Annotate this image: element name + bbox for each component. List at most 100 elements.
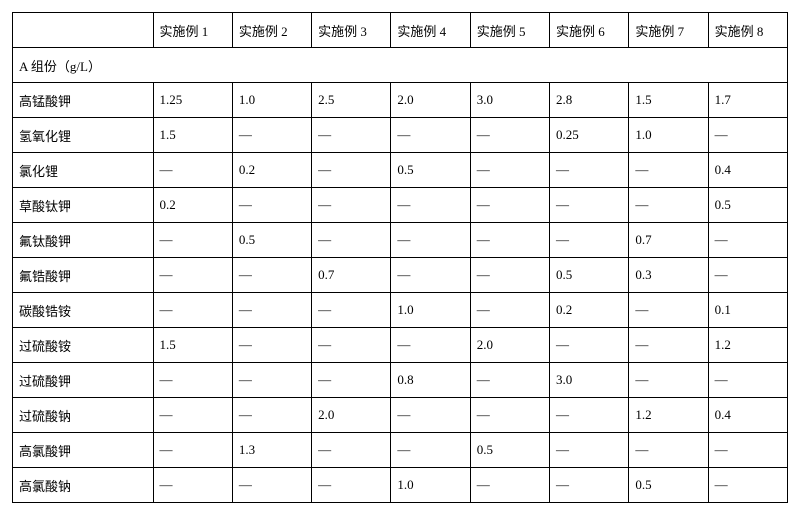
data-cell: — <box>470 153 549 188</box>
row-label: 过硫酸铵 <box>13 328 154 363</box>
header-cell: 实施例 4 <box>391 13 470 48</box>
data-cell: 1.0 <box>391 293 470 328</box>
data-cell: — <box>629 293 708 328</box>
data-cell: 0.7 <box>629 223 708 258</box>
data-cell: 0.5 <box>470 433 549 468</box>
header-cell: 实施例 1 <box>153 13 232 48</box>
data-cell: 1.7 <box>708 83 787 118</box>
data-cell: — <box>232 468 311 503</box>
data-cell: 0.2 <box>232 153 311 188</box>
data-cell: — <box>153 223 232 258</box>
data-cell: — <box>708 118 787 153</box>
data-cell: — <box>153 363 232 398</box>
data-cell: — <box>232 363 311 398</box>
row-label: 高氯酸钾 <box>13 433 154 468</box>
data-cell: — <box>470 468 549 503</box>
data-cell: 1.3 <box>232 433 311 468</box>
data-cell: — <box>629 433 708 468</box>
data-cell: — <box>232 398 311 433</box>
data-cell: 0.8 <box>391 363 470 398</box>
data-cell: — <box>391 223 470 258</box>
data-cell: 2.8 <box>550 83 629 118</box>
data-cell: 1.0 <box>232 83 311 118</box>
data-cell: 2.5 <box>312 83 391 118</box>
header-cell: 实施例 2 <box>232 13 311 48</box>
data-cell: 0.2 <box>550 293 629 328</box>
data-cell: — <box>232 258 311 293</box>
data-cell: 1.5 <box>153 328 232 363</box>
data-cell: 1.2 <box>708 328 787 363</box>
data-cell: — <box>312 153 391 188</box>
row-label: 过硫酸钾 <box>13 363 154 398</box>
header-cell: 实施例 5 <box>470 13 549 48</box>
row-label: 高锰酸钾 <box>13 83 154 118</box>
row-label: 氯化锂 <box>13 153 154 188</box>
data-cell: — <box>312 223 391 258</box>
data-cell: — <box>629 188 708 223</box>
data-cell: 0.5 <box>232 223 311 258</box>
data-cell: 0.5 <box>391 153 470 188</box>
data-cell: — <box>550 433 629 468</box>
composition-table: 实施例 1 实施例 2 实施例 3 实施例 4 实施例 5 实施例 6 实施例 … <box>12 12 788 503</box>
data-cell: — <box>312 118 391 153</box>
data-cell: — <box>232 118 311 153</box>
table-row: 草酸钛钾0.2——————0.5 <box>13 188 788 223</box>
table-row: 高氯酸钾—1.3——0.5——— <box>13 433 788 468</box>
data-cell: 0.3 <box>629 258 708 293</box>
data-cell: — <box>550 328 629 363</box>
data-cell: — <box>232 328 311 363</box>
data-cell: — <box>391 258 470 293</box>
section-row: A 组份（g/L） <box>13 48 788 83</box>
table-row: 过硫酸钠——2.0———1.20.4 <box>13 398 788 433</box>
table-row: 氟钛酸钾—0.5————0.7— <box>13 223 788 258</box>
data-cell: 0.1 <box>708 293 787 328</box>
data-cell: 1.2 <box>629 398 708 433</box>
data-cell: 0.2 <box>153 188 232 223</box>
data-cell: — <box>312 363 391 398</box>
data-cell: 3.0 <box>470 83 549 118</box>
data-cell: — <box>708 468 787 503</box>
header-cell-blank <box>13 13 154 48</box>
data-cell: — <box>153 293 232 328</box>
data-cell: 1.25 <box>153 83 232 118</box>
table-row: 过硫酸钾———0.8—3.0—— <box>13 363 788 398</box>
data-cell: 2.0 <box>391 83 470 118</box>
data-cell: — <box>391 118 470 153</box>
data-cell: — <box>708 223 787 258</box>
data-cell: — <box>550 153 629 188</box>
data-cell: — <box>391 188 470 223</box>
data-cell: — <box>470 363 549 398</box>
data-cell: — <box>629 153 708 188</box>
data-cell: — <box>550 188 629 223</box>
data-cell: 0.25 <box>550 118 629 153</box>
data-cell: 2.0 <box>312 398 391 433</box>
table-row: 碳酸锆铵———1.0—0.2—0.1 <box>13 293 788 328</box>
row-label: 草酸钛钾 <box>13 188 154 223</box>
data-cell: 1.5 <box>153 118 232 153</box>
data-cell: 1.0 <box>629 118 708 153</box>
table-row: 过硫酸铵1.5———2.0——1.2 <box>13 328 788 363</box>
data-cell: — <box>470 293 549 328</box>
data-cell: — <box>470 258 549 293</box>
table-row: 高氯酸钠———1.0——0.5— <box>13 468 788 503</box>
data-cell: — <box>153 398 232 433</box>
data-cell: 1.0 <box>391 468 470 503</box>
data-cell: 1.5 <box>629 83 708 118</box>
data-cell: — <box>391 328 470 363</box>
data-cell: — <box>470 118 549 153</box>
table-row: 氯化锂—0.2—0.5———0.4 <box>13 153 788 188</box>
data-cell: — <box>153 433 232 468</box>
data-cell: — <box>232 293 311 328</box>
header-cell: 实施例 8 <box>708 13 787 48</box>
table-body: 实施例 1 实施例 2 实施例 3 实施例 4 实施例 5 实施例 6 实施例 … <box>13 13 788 503</box>
data-cell: — <box>232 188 311 223</box>
data-cell: 2.0 <box>470 328 549 363</box>
data-cell: — <box>708 363 787 398</box>
data-cell: — <box>312 433 391 468</box>
data-cell: — <box>470 223 549 258</box>
section-label: A 组份（g/L） <box>13 48 788 83</box>
data-cell: — <box>153 153 232 188</box>
header-cell: 实施例 6 <box>550 13 629 48</box>
row-label: 过硫酸钠 <box>13 398 154 433</box>
data-cell: — <box>629 363 708 398</box>
